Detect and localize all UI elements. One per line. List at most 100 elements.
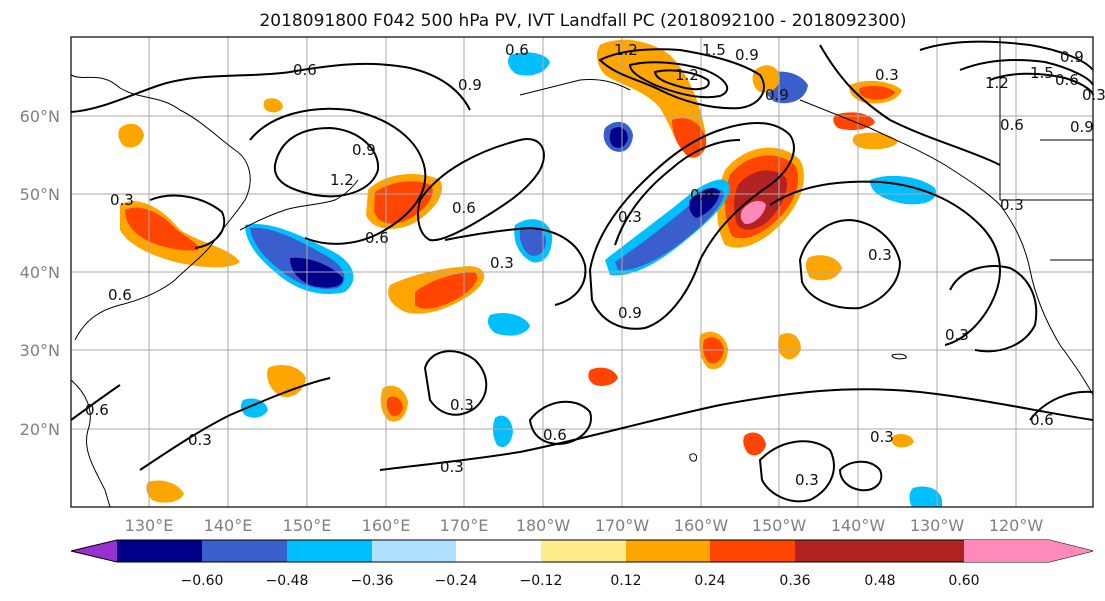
contour-label: 0.3 — [868, 246, 892, 264]
colorbar-tick-label: 0.60 — [948, 573, 979, 589]
contour-label: 1.2 — [675, 66, 699, 84]
pv-positive-area — [859, 85, 895, 100]
ivt-contour-0.9 — [588, 122, 795, 330]
pv-positive-area — [386, 396, 403, 416]
pv-negative-area — [240, 398, 268, 418]
contour-label: 0.6 — [293, 61, 317, 79]
contour-label: 0.3 — [945, 326, 969, 344]
lat-label: 30°N — [20, 341, 60, 360]
pv-positive-area — [891, 434, 914, 448]
contour-label: 0.9 — [618, 304, 642, 322]
lon-label: 170°W — [595, 516, 650, 535]
pv-positive-area — [805, 255, 842, 281]
contour-label: 0.3 — [450, 396, 474, 414]
colorbar-tick-label: −0.48 — [266, 573, 309, 589]
ivt-contour-0.3 — [149, 194, 225, 249]
ivt-contour-0.3 — [444, 226, 587, 306]
lat-label: 40°N — [20, 263, 60, 282]
colorbar-tick-label: 0.36 — [779, 573, 810, 589]
colorbar-segment — [795, 540, 880, 562]
colorbar: −0.60 −0.48 −0.36 −0.24 −0.12 0.12 0.24 … — [70, 539, 1094, 589]
contour-label: 0.6 — [365, 229, 389, 247]
asia-coastline — [70, 74, 251, 341]
contour-label: 0.6 — [1030, 411, 1054, 429]
lon-label: 180°W — [516, 516, 571, 535]
ivt-contour-0.9 — [919, 40, 1094, 71]
pv-negative-area — [689, 187, 720, 218]
ivt-contour-0.3 — [614, 139, 741, 246]
gridlines — [71, 37, 1093, 507]
ivt-contour-1.2 — [273, 126, 380, 198]
lon-label: 130°E — [125, 516, 174, 535]
lon-label: 150°W — [752, 516, 807, 535]
ivt-contour-0.3 — [838, 460, 883, 492]
japan-coastline — [239, 179, 359, 231]
pv-positive-area — [743, 432, 766, 456]
lon-label: 140°W — [831, 516, 886, 535]
colorbar-tick-label: 0.12 — [610, 573, 641, 589]
ivt-contour-0.3 — [798, 218, 902, 310]
pv-positive-area — [752, 65, 780, 93]
colorbar-segment — [880, 540, 964, 562]
contour-label: 0.3 — [1000, 196, 1024, 214]
contour-label: 0.3 — [110, 191, 134, 209]
contour-label: 1.5 — [1030, 64, 1054, 82]
pv-positive-area — [125, 207, 199, 251]
ivt-contour-0.9 — [249, 107, 427, 245]
pv-positive-area — [263, 98, 283, 113]
ivt-contour-0.3 — [379, 388, 1094, 471]
colorbar-tick-label: 0.48 — [864, 573, 895, 589]
lat-label: 60°N — [20, 107, 60, 126]
pv-shading — [118, 39, 942, 507]
colorbar-tick-label: −0.36 — [351, 573, 394, 589]
colorbar-segment — [202, 540, 287, 562]
ivt-contours — [70, 40, 1094, 503]
pv-negative-area — [909, 486, 942, 507]
lat-label: 50°N — [20, 185, 60, 204]
pv-negative-area — [609, 127, 628, 148]
ivt-contour-0.6 — [949, 265, 1038, 353]
map-panel: 0.6 0.6 0.9 1.2 0.9 0.6 0.3 0.9 1.2 0.9 … — [70, 36, 1105, 508]
ivt-contour-0.6 — [769, 180, 1001, 346]
pv-positive-area — [415, 272, 478, 309]
pv-positive-area — [146, 480, 184, 503]
colorbar-segment — [287, 540, 372, 562]
contour-label: 0.9 — [352, 141, 376, 159]
contour-label: 0.6 — [1055, 71, 1079, 89]
ivt-contour-0.6 — [70, 384, 121, 421]
se-asia-coastline — [70, 379, 111, 508]
colorbar-extend-min — [71, 540, 117, 562]
colorbar-segment — [626, 540, 710, 562]
lon-label: 140°E — [204, 516, 253, 535]
pv-negative-area — [508, 52, 550, 76]
contour-label: 0.3 — [875, 66, 899, 84]
pv-positive-area — [852, 132, 898, 150]
ivt-contour-1.8 — [653, 69, 710, 91]
pv-negative-area — [290, 257, 344, 288]
lon-label: 130°W — [910, 516, 965, 535]
lat-label: 20°N — [20, 420, 60, 439]
colorbar-tick-label: −0.24 — [435, 573, 478, 589]
pv-positive-area — [740, 200, 766, 225]
ivt-contour-0.6 — [1029, 390, 1094, 421]
colorbar-tick-labels: −0.60 −0.48 −0.36 −0.24 −0.12 0.12 0.24 … — [181, 573, 980, 589]
contour-label: 0.9 — [735, 46, 759, 64]
contour-label: 0.3 — [188, 431, 212, 449]
ivt-contour-0.3 — [139, 377, 331, 471]
colorbar-segment — [541, 540, 626, 562]
lon-label: 150°E — [283, 516, 332, 535]
contour-labels: 0.6 0.6 0.9 1.2 0.9 0.6 0.3 0.9 1.2 0.9 … — [85, 41, 1105, 489]
contour-label: 1.2 — [985, 74, 1009, 92]
longitude-labels: 130°E 140°E 150°E 160°E 170°E 180°W 170°… — [125, 516, 1044, 535]
pv-negative-area — [487, 313, 530, 336]
contour-label: 1.2 — [330, 171, 354, 189]
pv-negative-area — [492, 415, 513, 448]
contour-label: 0.9 — [1070, 118, 1094, 136]
contour-label: 0.6 — [85, 401, 109, 419]
contour-label: 1.2 — [614, 41, 638, 59]
ivt-contour-1.5 — [628, 61, 729, 99]
hawaii-island — [689, 453, 697, 462]
ivt-contour-0.6 — [417, 138, 545, 242]
ivt-contour-0.3 — [423, 350, 488, 416]
